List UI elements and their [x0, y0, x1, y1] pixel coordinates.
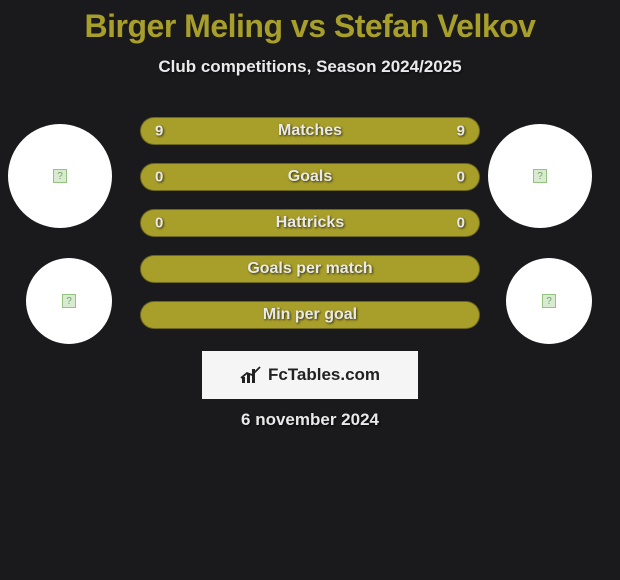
avatar: ?: [506, 258, 592, 344]
image-placeholder-icon: ?: [542, 294, 556, 308]
stat-row: 0 Hattricks 0: [140, 209, 480, 237]
stat-right-value: 9: [457, 123, 465, 140]
stat-label: Goals: [288, 168, 332, 186]
stat-right-value: 0: [457, 215, 465, 232]
vs-text: vs: [291, 8, 326, 44]
player1-name: Birger Meling: [85, 8, 283, 44]
date-text: 6 november 2024: [241, 410, 379, 430]
player2-name: Stefan Velkov: [334, 8, 536, 44]
image-placeholder-icon: ?: [533, 169, 547, 183]
image-placeholder-icon: ?: [53, 169, 67, 183]
stat-row: 9 Matches 9: [140, 117, 480, 145]
image-placeholder-icon: ?: [62, 294, 76, 308]
stat-label: Min per goal: [263, 306, 357, 324]
stat-right-value: 0: [457, 169, 465, 186]
stat-left-value: 0: [155, 215, 163, 232]
avatar: ?: [488, 124, 592, 228]
logo-box: FcTables.com: [202, 351, 418, 399]
avatar: ?: [26, 258, 112, 344]
stat-row: Goals per match: [140, 255, 480, 283]
subtitle: Club competitions, Season 2024/2025: [0, 57, 620, 77]
stat-row: Min per goal: [140, 301, 480, 329]
stat-left-value: 9: [155, 123, 163, 140]
stat-label: Goals per match: [247, 260, 372, 278]
stat-row: 0 Goals 0: [140, 163, 480, 191]
stat-label: Matches: [278, 122, 342, 140]
logo-chart-icon: [240, 365, 262, 385]
avatar: ?: [8, 124, 112, 228]
comparison-title: Birger Meling vs Stefan Velkov: [0, 0, 620, 45]
stat-label: Hattricks: [276, 214, 344, 232]
stat-left-value: 0: [155, 169, 163, 186]
logo-text: FcTables.com: [268, 365, 380, 385]
